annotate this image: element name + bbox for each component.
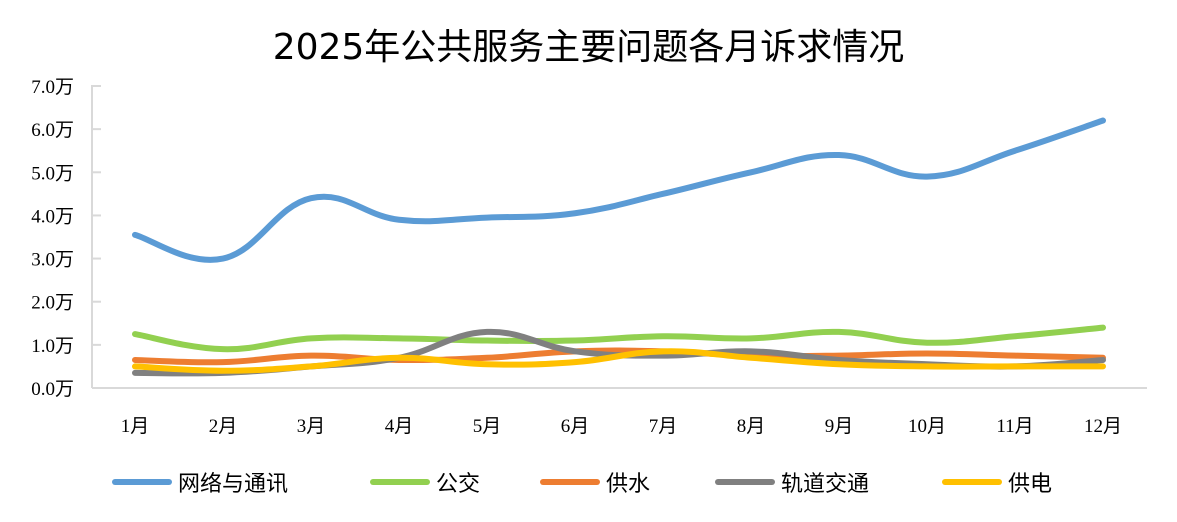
y-tick-label: 2.0万 [31,293,74,314]
y-tick-label: 5.0万 [31,163,74,184]
series-line-1 [132,324,1106,353]
legend-label: 供水 [606,472,651,497]
legend-swatch-icon [942,479,1002,485]
legend-swatch-icon [370,479,430,485]
y-tick-label: 1.0万 [31,336,74,357]
x-tick-label: 4月 [385,416,414,437]
x-tick-label: 10月 [908,416,946,437]
legend-item: 供水 [540,465,650,499]
legend-item: 供电 [942,465,1052,499]
x-tick-label: 7月 [649,416,678,437]
legend-swatch-icon [715,479,775,485]
legend-label: 供电 [1008,472,1053,497]
x-tick-label: 1月 [121,416,150,437]
y-tick-label: 3.0万 [31,250,74,271]
legend-item: 网络与通讯 [112,465,288,499]
y-tick-label: 6.0万 [31,120,74,141]
y-tick-label: 0.0万 [31,379,74,400]
legend-label: 网络与通讯 [178,472,289,497]
chart-title: 2025年公共服务主要问题各月诉求情况 [272,27,905,68]
x-tick-label: 6月 [561,416,590,437]
x-tick-label: 2月 [209,416,238,437]
x-tick-label: 3月 [297,416,326,437]
x-tick-label: 12月 [1084,416,1122,437]
series-lines [132,117,1106,377]
x-tick-label: 5月 [473,416,502,437]
legend-item: 公交 [370,465,480,499]
series-line-0 [132,117,1106,263]
legend-item: 轨道交通 [715,465,869,499]
legend-swatch-icon [112,479,172,485]
series-line-4 [132,348,1106,374]
y-tick-label: 4.0万 [31,206,74,227]
y-tick-label: 7.0万 [31,77,74,98]
x-tick-label: 11月 [996,416,1033,437]
legend-swatch-icon [540,479,600,485]
x-tick-label: 8月 [737,416,766,437]
x-tick-label: 9月 [825,416,854,437]
legend-label: 公交 [436,472,481,497]
axes: 0.0万 1.0万 2.0万 3.0万 4.0万 5.0万 6.0万 7.0万 1月 2月 3月 4月… [31,77,1147,437]
legend: 网络与通讯 公交 供水 轨道交通 供电 [0,465,1177,499]
series-line-2 [132,347,1106,366]
legend-label: 轨道交通 [781,472,870,497]
